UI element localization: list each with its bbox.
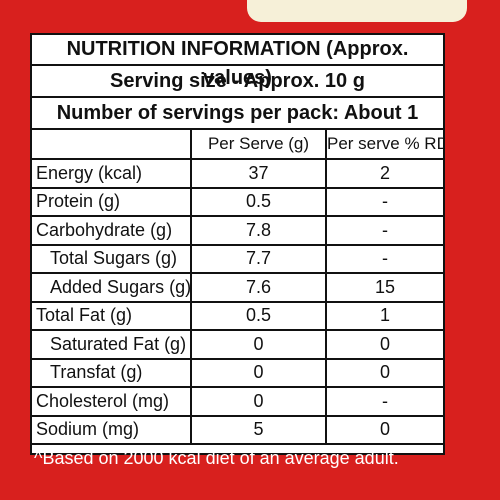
footnote: ^Based on 2000 kcal diet of an average a… [34, 448, 399, 468]
per-serve-value: 7.7 [190, 243, 327, 274]
rda-value: - [325, 215, 443, 246]
table-row: Added Sugars (g) 7.6 15 [32, 272, 443, 303]
table-row: Carbohydrate (g) 7.8- [32, 215, 443, 246]
per-serve-value: 0.5 [190, 300, 327, 331]
header-cell-per-serve: Per Serve (g) [190, 130, 327, 160]
per-serve-value: 7.6 [190, 272, 327, 303]
table-row: Saturated Fat (g) 0 0 [32, 329, 443, 360]
per-serve-value: 5 [190, 414, 327, 445]
nutrient-label: Cholesterol (mg) [32, 386, 192, 417]
rda-value: 15 [325, 272, 443, 303]
per-serve-value: 7.8 [190, 215, 327, 246]
table-row: Cholesterol (mg) 0- [32, 386, 443, 417]
table-row: Total Fat (g) 0.5 1 [32, 300, 443, 331]
nutrient-label: Total Sugars (g) [32, 243, 192, 274]
rda-value: 0 [325, 357, 443, 388]
table-row: Sodium (mg) 5 0 [32, 414, 443, 445]
nutrient-label: Sodium (mg) [32, 414, 192, 445]
nutrition-table: Per Serve (g) Per serve % RDA^ Energy (k… [32, 130, 443, 445]
per-serve-value: 0.5 [190, 186, 327, 217]
rda-value: 2 [325, 158, 443, 189]
table-header-row: Per Serve (g) Per serve % RDA^ [32, 130, 443, 160]
rda-value: - [325, 243, 443, 274]
per-serve-value: 0 [190, 357, 327, 388]
table-row: Total Sugars (g) 7.7- [32, 243, 443, 274]
rda-value: - [325, 386, 443, 417]
table-row: Transfat (g) 0 0 [32, 357, 443, 388]
table-row: Energy (kcal) 37 2 [32, 158, 443, 189]
rda-value: 0 [325, 414, 443, 445]
nutrient-label: Transfat (g) [32, 357, 192, 388]
nutrient-label: Protein (g) [32, 186, 192, 217]
per-serve-value: 37 [190, 158, 327, 189]
serving-size: Serving size - Approx. 10 g [32, 66, 443, 98]
rda-value: - [325, 186, 443, 217]
per-serve-value: 0 [190, 329, 327, 360]
header-cell-nutrient [32, 130, 192, 160]
nutrient-label: Energy (kcal) [32, 158, 192, 189]
panel-title: NUTRITION INFORMATION (Approx. values) [32, 35, 443, 89]
rda-value: 1 [325, 300, 443, 331]
servings-per-pack: Number of servings per pack: About 1 [32, 98, 443, 130]
per-serve-value: 0 [190, 386, 327, 417]
nutrition-panel: NUTRITION INFORMATION (Approx. values) S… [30, 33, 445, 455]
nutrient-label: Total Fat (g) [32, 300, 192, 331]
rda-value: 0 [325, 329, 443, 360]
nutrient-label: Carbohydrate (g) [32, 215, 192, 246]
table-row: Protein (g) 0.5- [32, 186, 443, 217]
header-cell-rda: Per serve % RDA^ [325, 130, 443, 160]
pack-top-band [247, 0, 467, 22]
nutrient-label: Saturated Fat (g) [32, 329, 192, 360]
nutrient-label: Added Sugars (g) [32, 272, 192, 303]
